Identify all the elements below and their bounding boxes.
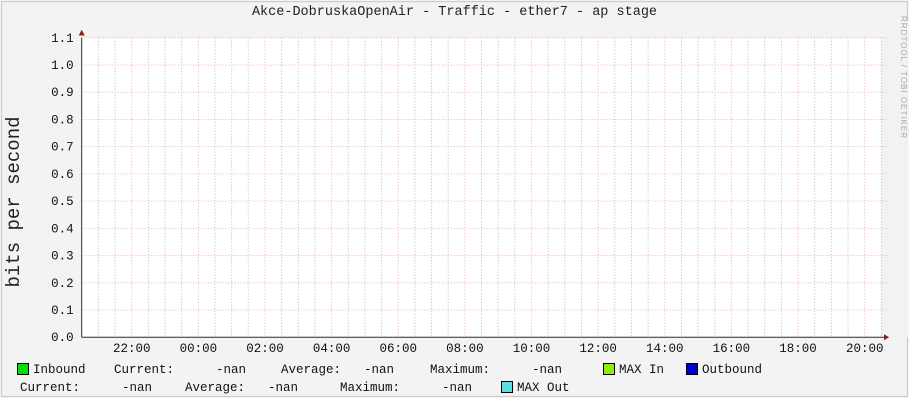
svg-text:08:00: 08:00: [446, 342, 484, 356]
svg-text:14:00: 14:00: [646, 342, 684, 356]
svg-text:0.2: 0.2: [51, 277, 74, 291]
svg-text:0.9: 0.9: [51, 86, 74, 100]
svg-text:04:00: 04:00: [313, 342, 351, 356]
svg-text:20:00: 20:00: [846, 342, 884, 356]
svg-text:1.1: 1.1: [51, 32, 74, 46]
svg-text:10:00: 10:00: [513, 342, 551, 356]
svg-text:0.1: 0.1: [51, 304, 74, 318]
svg-text:00:00: 00:00: [180, 342, 218, 356]
svg-text:16:00: 16:00: [713, 342, 751, 356]
svg-text:1.0: 1.0: [51, 59, 74, 73]
svg-text:0.3: 0.3: [51, 250, 74, 264]
svg-text:RRDTOOL / TOBI OETIKER: RRDTOOL / TOBI OETIKER: [899, 16, 908, 139]
svg-text:12:00: 12:00: [579, 342, 617, 356]
svg-text:02:00: 02:00: [246, 342, 284, 356]
svg-text:0.4: 0.4: [51, 222, 74, 236]
svg-text:18:00: 18:00: [779, 342, 817, 356]
svg-text:0.5: 0.5: [51, 195, 74, 209]
svg-text:22:00: 22:00: [113, 342, 151, 356]
svg-text:0.0: 0.0: [51, 331, 74, 345]
svg-text:0.8: 0.8: [51, 113, 74, 127]
svg-text:06:00: 06:00: [379, 342, 417, 356]
svg-text:0.7: 0.7: [51, 141, 74, 155]
svg-text:0.6: 0.6: [51, 168, 74, 182]
